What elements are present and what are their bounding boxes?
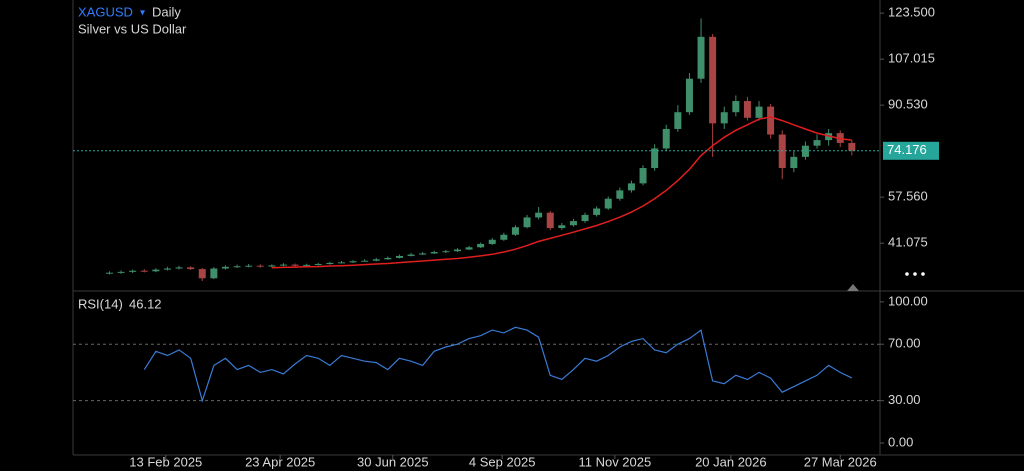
candle-body <box>790 156 798 169</box>
candle-body <box>720 112 728 124</box>
candle-body <box>488 239 496 244</box>
x-tick-label: 11 Nov 2025 <box>578 454 651 469</box>
candle-body <box>465 247 473 250</box>
last-price-box <box>883 141 939 160</box>
candle-body <box>245 265 253 267</box>
x-tick-label: 30 Jun 2025 <box>357 454 429 469</box>
candle-body <box>813 140 821 146</box>
candle-body <box>233 266 241 268</box>
x-tick-label: 4 Sep 2025 <box>469 454 536 469</box>
candle-body <box>152 269 160 272</box>
candle-body <box>616 190 624 199</box>
dot <box>921 272 925 276</box>
candle-body <box>685 78 693 113</box>
candle-body <box>419 253 427 255</box>
candle-body <box>279 264 287 266</box>
chart-title: Silver vs US Dollar <box>78 21 187 36</box>
candle-body <box>268 265 276 267</box>
candle-body <box>210 268 218 279</box>
x-tick-label: 13 Feb 2025 <box>129 454 202 469</box>
candle-body <box>140 270 148 272</box>
candle-body <box>593 208 601 215</box>
candle-body <box>709 36 717 124</box>
x-tick-label: 27 Mar 2026 <box>804 454 877 469</box>
candle-body <box>198 269 206 279</box>
candle-body <box>337 262 345 264</box>
candle-body <box>187 267 195 270</box>
y-tick-label: 41.075 <box>888 235 928 250</box>
y-tick-label: 123.500 <box>888 5 935 20</box>
interval[interactable]: Daily <box>152 4 181 19</box>
rsi-y-tick-label: 100.00 <box>888 293 928 308</box>
candle-body <box>395 255 403 258</box>
candle-body <box>430 252 438 254</box>
x-tick-label: 20 Jan 2026 <box>695 454 767 469</box>
y-tick-label: 90.530 <box>888 97 928 112</box>
candle-body <box>535 212 543 218</box>
candle-body <box>442 251 450 253</box>
candle-body <box>569 221 577 226</box>
candle-body <box>372 259 380 261</box>
candle-body <box>662 128 670 149</box>
candle-body <box>453 249 461 252</box>
rsi-value: 46.12 <box>129 296 162 311</box>
candle-body <box>523 217 531 228</box>
candle-body <box>163 268 171 270</box>
candle-body <box>175 267 183 269</box>
candle-body <box>361 260 369 262</box>
candle-body <box>129 270 137 272</box>
candle-body <box>256 265 264 267</box>
rsi-y-tick-label: 0.00 <box>888 434 913 449</box>
candle-body <box>117 271 125 273</box>
candle-body <box>477 243 485 248</box>
candle-body <box>546 212 554 229</box>
rsi-line <box>143 326 853 403</box>
candle-body <box>384 257 392 260</box>
candle-body <box>314 264 322 266</box>
candle-body <box>326 262 334 265</box>
candle-body <box>651 148 659 169</box>
scroll-marker[interactable] <box>847 284 859 291</box>
y-tick-label: 107.015 <box>888 51 935 66</box>
rsi-y-tick-label: 70.00 <box>888 336 921 351</box>
candle-body <box>303 264 311 266</box>
candle-body <box>639 168 647 184</box>
moving-average-line <box>271 116 852 269</box>
x-tick-label: 23 Apr 2025 <box>245 454 315 469</box>
candle-body <box>221 266 229 269</box>
candle-body <box>558 225 566 229</box>
last-price-label: 74.176 <box>887 142 927 157</box>
candle-body <box>105 272 113 274</box>
candle-body <box>674 112 682 129</box>
more-icon[interactable] <box>905 272 925 276</box>
symbol[interactable]: XAGUSD <box>78 4 133 19</box>
candle-body <box>848 142 856 151</box>
candle-body <box>500 234 508 240</box>
candle-body <box>349 261 357 263</box>
candle-body <box>697 36 705 79</box>
dot <box>913 272 917 276</box>
rsi-label: RSI(14) <box>78 296 123 311</box>
candle-body <box>407 254 415 256</box>
candle-body <box>291 264 299 266</box>
candle-body <box>511 227 519 235</box>
candle-body <box>755 106 763 118</box>
candle-body <box>743 101 751 118</box>
candle-body <box>767 106 775 135</box>
candle-body <box>604 198 612 209</box>
rsi-y-tick-label: 30.00 <box>888 392 921 407</box>
symbol-dropdown-icon[interactable]: ▾ <box>140 8 145 19</box>
candle-body <box>627 183 635 191</box>
candle-body <box>732 101 740 113</box>
dot <box>905 272 909 276</box>
y-tick-label: 57.560 <box>888 189 928 204</box>
candle-body <box>581 214 589 222</box>
